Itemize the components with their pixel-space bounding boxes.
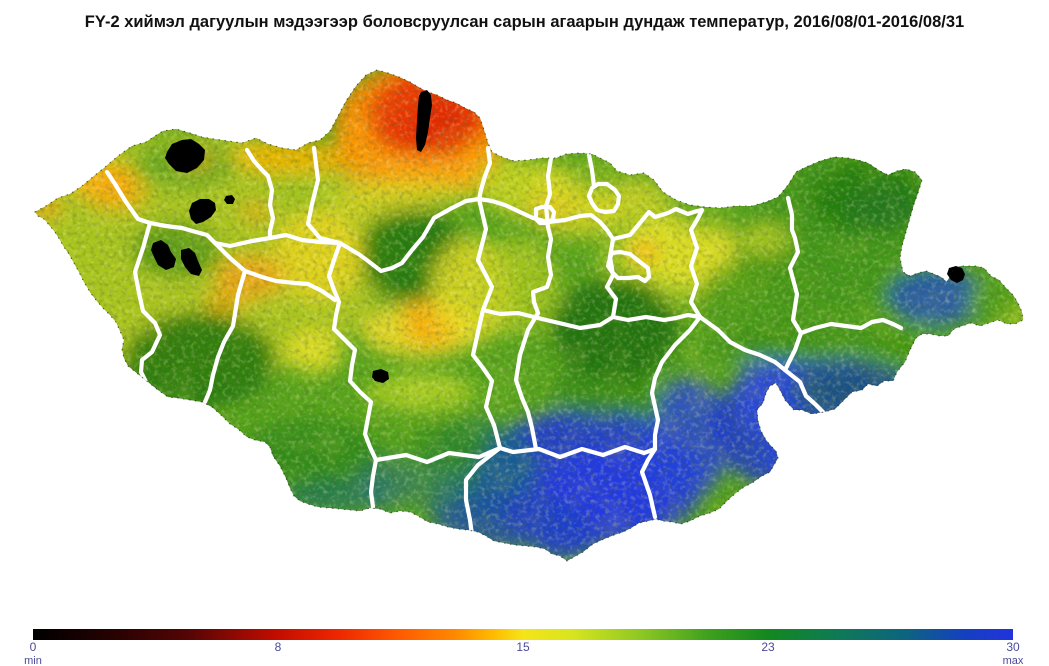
svg-text:0: 0	[30, 640, 37, 654]
svg-text:8: 8	[275, 640, 282, 654]
svg-text:30: 30	[1006, 640, 1020, 654]
svg-text:15: 15	[516, 640, 530, 654]
svg-text:23: 23	[761, 640, 775, 654]
svg-text:min: min	[24, 655, 42, 666]
svg-text:max: max	[1003, 655, 1024, 666]
